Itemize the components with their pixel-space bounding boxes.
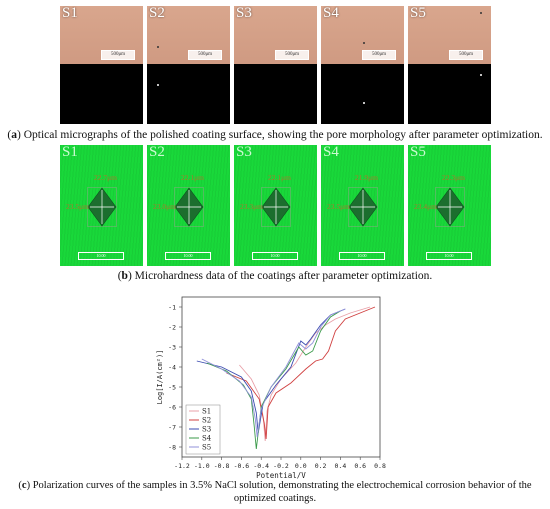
- sample-label: S1: [62, 145, 78, 160]
- scale-bar: 10.00: [78, 252, 124, 260]
- indentation-diamond: [261, 187, 291, 227]
- sample-label: S2: [149, 145, 165, 160]
- legend-label-s5: S5: [202, 444, 211, 452]
- pore-dot: [363, 42, 365, 44]
- x-tick-label: -0.6: [234, 462, 250, 470]
- microhardness-tile-s4: S4 21.9μm 23.5μm 10.00: [321, 145, 404, 266]
- diagonal-left: 23.5μm: [327, 202, 350, 211]
- pore-dot: [480, 12, 482, 14]
- pore-dot: [157, 46, 159, 48]
- x-tick-label: -0.8: [214, 462, 230, 470]
- y-axis-label: Log[I/A(cm²)]: [156, 350, 164, 405]
- y-tick-label: -5: [168, 383, 176, 391]
- y-tick-label: -7: [168, 423, 176, 431]
- microhardness-tile-s3: S3 22.1μm 23.3μm 10.00: [234, 145, 317, 266]
- pore-dot: [157, 84, 159, 86]
- caption-a: (a) Optical micrographs of the polished …: [7, 129, 543, 141]
- optical-micrograph-s5: S5 500μm: [408, 6, 491, 124]
- legend-label-s3: S3: [202, 426, 211, 434]
- scale-bar: 10.00: [426, 252, 472, 260]
- x-tick-label: -0.4: [253, 462, 269, 470]
- sample-label: S2: [149, 6, 165, 21]
- optical-micrograph-s1: S1 500μm: [60, 6, 143, 124]
- pore-dot: [363, 102, 365, 104]
- sample-label: S3: [236, 6, 252, 21]
- optical-micrograph-s3: S3 500μm: [234, 6, 317, 124]
- scale-bar: 500μm: [188, 50, 222, 60]
- diagonal-left: 23.5μm: [66, 202, 89, 211]
- pore-dot: [480, 74, 482, 76]
- binary-pore-map: [408, 64, 491, 124]
- diagonal-left: 23.0μm: [153, 202, 176, 211]
- series-line-s2: [226, 306, 376, 440]
- diagonal-top: 21.9μm: [355, 173, 378, 182]
- microhardness-tile-s5: S5 22.3μm 23.4μm 10.00: [408, 145, 491, 266]
- microhardness-tile-s2: S2 22.1μm 23.0μm 10.00: [147, 145, 230, 266]
- x-tick-label: 0.0: [295, 462, 307, 470]
- sample-label: S4: [323, 6, 339, 21]
- optical-micrograph-s4: S4 500μm: [321, 6, 404, 124]
- scale-bar: 10.00: [165, 252, 211, 260]
- legend-label-s2: S2: [202, 417, 211, 425]
- scale-bar: 500μm: [101, 50, 135, 60]
- diagonal-top: 22.7μm: [94, 173, 117, 182]
- optical-micrograph-row: S1 500μm S2 500μm S3 500μm S4 500μm: [60, 6, 491, 124]
- binary-pore-map: [147, 64, 230, 124]
- legend-label-s4: S4: [202, 435, 212, 443]
- binary-pore-map: [60, 64, 143, 124]
- sample-label: S1: [62, 6, 78, 21]
- x-tick-label: -1.0: [194, 462, 210, 470]
- y-tick-label: -2: [168, 323, 176, 331]
- y-tick-label: -4: [168, 363, 176, 371]
- indentation-diamond: [87, 187, 117, 227]
- scale-bar: 500μm: [449, 50, 483, 60]
- scale-bar: 10.00: [339, 252, 385, 260]
- y-tick-label: -1: [168, 303, 176, 311]
- y-tick-label: -8: [168, 443, 176, 451]
- scale-bar: 500μm: [362, 50, 396, 60]
- diagonal-left: 23.4μm: [414, 202, 437, 211]
- diagonal-top: 22.1μm: [181, 173, 204, 182]
- diagonal-left: 23.3μm: [240, 202, 263, 211]
- polarization-chart: -1.2 -1.0 -0.8 -0.6 -0.4 -0.2 0.0 0.2 0.4 0.6 0.8 -…: [156, 296, 386, 480]
- indentation-diamond: [174, 187, 204, 227]
- series-line-s1: [239, 306, 371, 442]
- caption-b: (b) Microhardness data of the coatings a…: [117, 270, 433, 282]
- scale-bar: 500μm: [275, 50, 309, 60]
- binary-pore-map: [234, 64, 317, 124]
- x-tick-label: -0.2: [273, 462, 289, 470]
- y-tick-label: -6: [168, 403, 176, 411]
- diagonal-top: 22.3μm: [442, 173, 465, 182]
- caption-c: (c) Polarization curves of the samples i…: [18, 480, 532, 504]
- sample-label: S3: [236, 145, 252, 160]
- sample-label: S5: [410, 145, 426, 160]
- y-tick-label: -3: [168, 343, 176, 351]
- x-tick-label: 0.8: [374, 462, 386, 470]
- microhardness-row: S1 22.7μm 23.5μm 10.00 S2 22.1μm 23.0μm 10.00 S3…: [60, 145, 491, 266]
- sample-label: S4: [323, 145, 339, 160]
- microhardness-tile-s1: S1 22.7μm 23.5μm 10.00: [60, 145, 143, 266]
- x-tick-label: -1.2: [174, 462, 190, 470]
- binary-pore-map: [321, 64, 404, 124]
- x-tick-label: 0.6: [354, 462, 366, 470]
- x-axis-label: Potential/V: [256, 471, 306, 480]
- indentation-diamond: [435, 187, 465, 227]
- diagonal-top: 22.1μm: [268, 173, 291, 182]
- sample-label: S5: [410, 6, 426, 21]
- legend-label-s1: S1: [202, 408, 211, 416]
- x-tick-label: 0.4: [335, 462, 347, 470]
- indentation-diamond: [348, 187, 378, 227]
- scale-bar: 10.00: [252, 252, 298, 260]
- series-line-s3: [196, 308, 346, 434]
- series-line-s4: [206, 310, 341, 450]
- optical-micrograph-s2: S2 500μm: [147, 6, 230, 124]
- x-tick-label: 0.2: [315, 462, 327, 470]
- series-line-s5: [201, 308, 346, 438]
